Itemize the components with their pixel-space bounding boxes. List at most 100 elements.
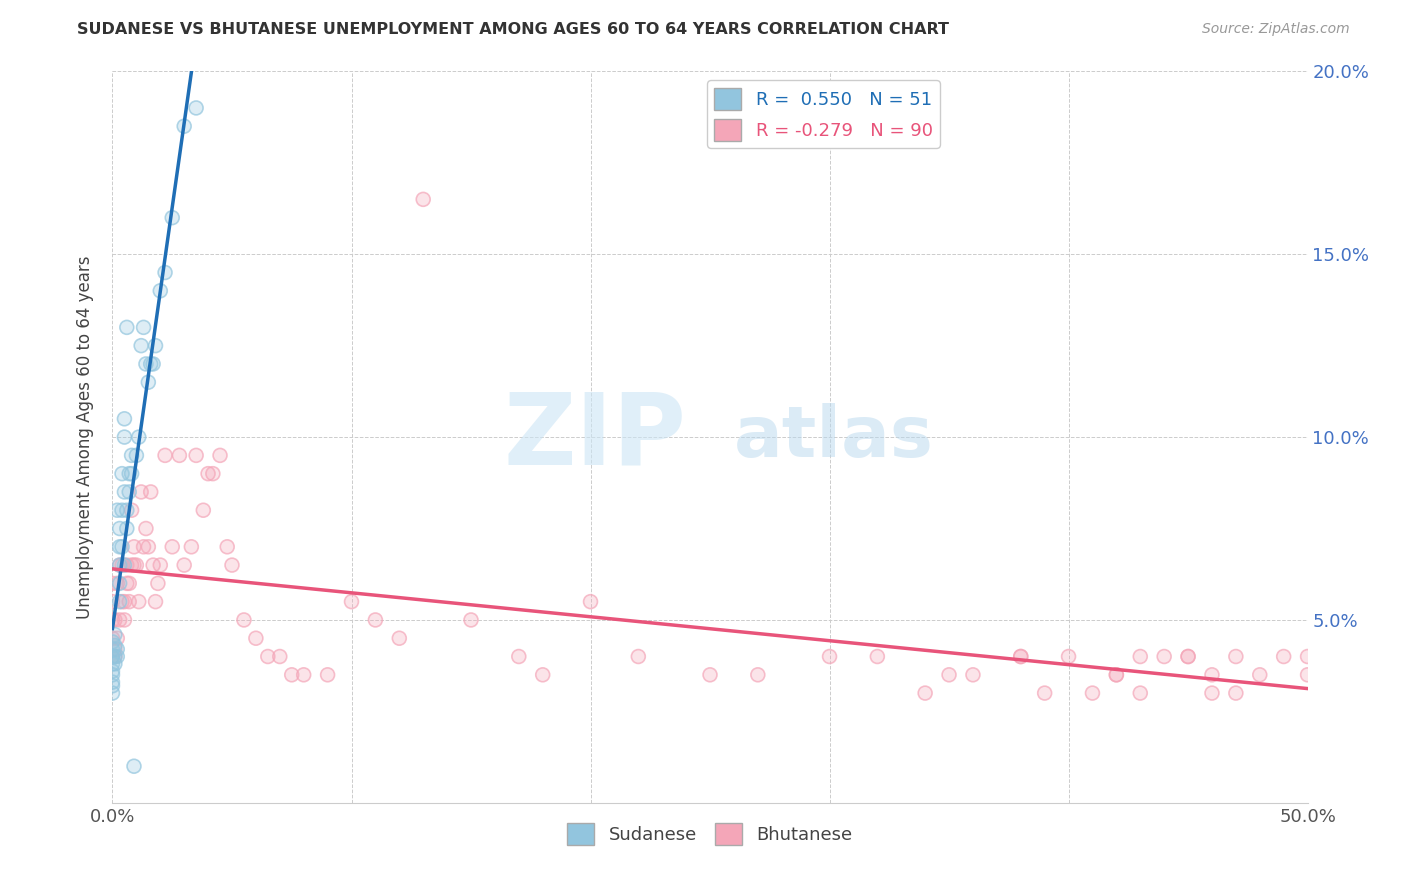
Point xyxy=(108,558,131,573)
Point xyxy=(114,594,135,608)
Point xyxy=(209,448,232,462)
Point xyxy=(153,448,176,462)
Point xyxy=(938,667,960,681)
Point xyxy=(105,576,128,591)
Text: atlas: atlas xyxy=(734,402,934,472)
Point xyxy=(128,594,150,608)
Point xyxy=(186,101,208,115)
Point xyxy=(105,576,128,591)
Point xyxy=(1105,667,1128,681)
Point xyxy=(108,558,131,573)
Point xyxy=(193,503,215,517)
Point xyxy=(962,667,984,681)
Point xyxy=(1249,667,1271,681)
Point xyxy=(101,675,124,690)
Point xyxy=(115,521,138,535)
Point xyxy=(135,357,157,371)
Point xyxy=(139,357,162,371)
Point xyxy=(1153,649,1175,664)
Point xyxy=(388,632,411,646)
Point xyxy=(115,576,138,591)
Point xyxy=(153,266,176,280)
Point xyxy=(125,448,148,462)
Point xyxy=(105,632,128,646)
Point xyxy=(316,667,339,681)
Point xyxy=(122,759,145,773)
Point xyxy=(460,613,482,627)
Point xyxy=(460,613,482,627)
Point xyxy=(111,558,134,573)
Point xyxy=(186,448,208,462)
Point xyxy=(142,558,165,573)
Point xyxy=(1129,649,1152,664)
Point xyxy=(101,657,124,671)
Point xyxy=(146,576,169,591)
Point xyxy=(145,338,167,352)
Point xyxy=(162,211,183,225)
Point xyxy=(1225,649,1247,664)
Point xyxy=(105,632,128,646)
Point xyxy=(1225,686,1247,700)
Point xyxy=(114,594,135,608)
Point xyxy=(104,627,127,641)
Point xyxy=(1249,667,1271,681)
Point xyxy=(1129,686,1152,700)
Text: SUDANESE VS BHUTANESE UNEMPLOYMENT AMONG AGES 60 TO 64 YEARS CORRELATION CHART: SUDANESE VS BHUTANESE UNEMPLOYMENT AMONG… xyxy=(77,22,949,37)
Point xyxy=(169,448,191,462)
Point xyxy=(122,759,145,773)
Point xyxy=(281,667,304,681)
Point xyxy=(121,448,143,462)
Point xyxy=(138,540,160,554)
Point xyxy=(129,485,152,500)
Point xyxy=(1081,686,1104,700)
Point xyxy=(122,558,145,573)
Point xyxy=(866,649,889,664)
Point xyxy=(193,503,215,517)
Point xyxy=(121,503,143,517)
Point xyxy=(1272,649,1295,664)
Point xyxy=(118,485,141,500)
Point xyxy=(114,412,135,426)
Point xyxy=(108,594,131,608)
Point xyxy=(1296,667,1319,681)
Point xyxy=(388,632,411,646)
Point xyxy=(132,320,155,334)
Point xyxy=(114,613,135,627)
Point xyxy=(180,540,202,554)
Point xyxy=(153,266,176,280)
Point xyxy=(269,649,291,664)
Point xyxy=(105,642,128,657)
Point xyxy=(1177,649,1199,664)
Point xyxy=(115,320,138,334)
Point xyxy=(115,521,138,535)
Point xyxy=(747,667,769,681)
Point xyxy=(139,485,162,500)
Point xyxy=(627,649,650,664)
Point xyxy=(114,412,135,426)
Point xyxy=(197,467,219,481)
Point xyxy=(101,686,124,700)
Point xyxy=(101,649,124,664)
Point xyxy=(292,667,315,681)
Point xyxy=(531,667,554,681)
Point xyxy=(818,649,841,664)
Point xyxy=(142,558,165,573)
Point xyxy=(101,632,124,646)
Point xyxy=(186,448,208,462)
Point xyxy=(108,558,131,573)
Point xyxy=(101,679,124,693)
Point xyxy=(1105,667,1128,681)
Point xyxy=(118,576,141,591)
Point xyxy=(1057,649,1080,664)
Point xyxy=(138,375,160,389)
Point xyxy=(132,540,155,554)
Point xyxy=(1057,649,1080,664)
Point xyxy=(129,338,152,352)
Point xyxy=(105,649,128,664)
Point xyxy=(135,521,157,535)
Point xyxy=(138,375,160,389)
Point xyxy=(217,540,239,554)
Point xyxy=(101,649,124,664)
Point xyxy=(108,558,131,573)
Point xyxy=(209,448,232,462)
